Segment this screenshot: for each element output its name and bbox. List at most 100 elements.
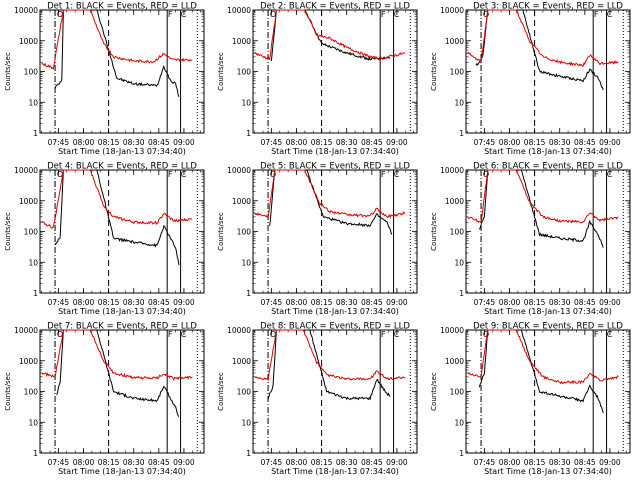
y-tick-label: 10000 bbox=[14, 326, 38, 335]
marker-letter: F bbox=[594, 330, 599, 339]
marker-letter: O bbox=[270, 10, 276, 19]
x-tick-label: 07:45 bbox=[48, 298, 70, 307]
series-black-line bbox=[270, 9, 391, 62]
x-tick-label: 08:45 bbox=[361, 458, 383, 467]
plot-panel: Det 5: BLACK = Events, RED = LLD 1 10 100 10… bbox=[217, 162, 418, 316]
x-tick-label: 07:45 bbox=[48, 138, 70, 147]
marker-letter: C bbox=[181, 170, 187, 179]
y-tick-label: 1 bbox=[246, 129, 251, 138]
y-tick-label: 10 bbox=[454, 258, 464, 267]
plot-panel: Det 3: BLACK = Events, RED = LLD 1 10 100 10… bbox=[430, 2, 631, 156]
x-tick-label: 08:45 bbox=[148, 298, 170, 307]
y-tick-label: 1 bbox=[459, 449, 464, 458]
marker-letter: F bbox=[594, 10, 599, 19]
marker-letter: C bbox=[607, 10, 613, 19]
x-tick-label: 08:00 bbox=[73, 138, 95, 147]
plot-title: Det 6: BLACK = Events, RED = LLD bbox=[473, 162, 623, 172]
x-axis-label: Start Time (18-Jan-13 07:34:40) bbox=[271, 147, 399, 156]
series-red-line bbox=[41, 9, 193, 70]
series-black-line bbox=[475, 9, 604, 91]
x-tick-label: 08:30 bbox=[123, 298, 145, 307]
x-tick-label: 08:15 bbox=[524, 298, 546, 307]
marker-letter: F bbox=[168, 10, 173, 19]
plot-frame bbox=[252, 169, 418, 294]
x-tick-label: 09:00 bbox=[386, 138, 408, 147]
x-tick-label: 08:30 bbox=[549, 298, 571, 307]
x-tick-label: 08:45 bbox=[361, 138, 383, 147]
x-tick-label: 09:00 bbox=[173, 298, 195, 307]
plot-frame bbox=[465, 329, 631, 454]
plot-frame bbox=[252, 329, 418, 454]
x-tick-label: 08:00 bbox=[499, 458, 521, 467]
x-tick-label: 09:00 bbox=[386, 298, 408, 307]
x-tick-label: 07:45 bbox=[261, 298, 283, 307]
x-tick-label: 08:00 bbox=[73, 458, 95, 467]
y-axis-label: Counts/sec bbox=[430, 212, 438, 251]
y-tick-label: 100 bbox=[450, 388, 465, 397]
plot-panel: Det 6: BLACK = Events, RED = LLD 1 10 100 10… bbox=[430, 162, 631, 316]
x-tick-label: 08:45 bbox=[148, 138, 170, 147]
x-tick-label: 08:45 bbox=[574, 298, 596, 307]
y-tick-label: 100 bbox=[24, 228, 39, 237]
plot-title: Det 3: BLACK = Events, RED = LLD bbox=[473, 2, 623, 12]
x-axis-label: Start Time (18-Jan-13 07:34:40) bbox=[58, 147, 186, 156]
x-tick-label: 08:00 bbox=[286, 138, 308, 147]
x-tick-label: 08:30 bbox=[549, 458, 571, 467]
x-tick-label: 07:45 bbox=[474, 458, 496, 467]
x-tick-label: 08:00 bbox=[499, 138, 521, 147]
series-red-line bbox=[254, 169, 406, 219]
plot-frame bbox=[39, 329, 205, 454]
marker-letter: O bbox=[483, 170, 489, 179]
marker-letter: C bbox=[607, 170, 613, 179]
marker-letter: C bbox=[394, 330, 400, 339]
y-axis-label: Counts/sec bbox=[430, 372, 438, 411]
series-black-line bbox=[478, 169, 604, 248]
marker-letter: C bbox=[607, 330, 613, 339]
marker-letter: O bbox=[270, 330, 276, 339]
x-tick-label: 08:45 bbox=[148, 458, 170, 467]
x-tick-label: 08:30 bbox=[123, 458, 145, 467]
x-tick-label: 08:15 bbox=[524, 458, 546, 467]
series-red-line bbox=[41, 329, 193, 381]
y-tick-label: 1 bbox=[33, 449, 38, 458]
y-tick-label: 100 bbox=[237, 68, 252, 77]
x-axis-label: Start Time (18-Jan-13 07:34:40) bbox=[271, 307, 399, 316]
marker-letter: C bbox=[394, 10, 400, 19]
y-tick-label: 1000 bbox=[445, 197, 464, 206]
x-axis-label: Start Time (18-Jan-13 07:34:40) bbox=[484, 147, 612, 156]
plot-title: Det 2: BLACK = Events, RED = LLD bbox=[260, 2, 410, 12]
marker-letter: O bbox=[57, 330, 63, 339]
plot-title: Det 8: BLACK = Events, RED = LLD bbox=[260, 322, 410, 332]
plot-title: Det 4: BLACK = Events, RED = LLD bbox=[47, 162, 197, 172]
marker-letter: F bbox=[381, 10, 386, 19]
x-tick-label: 08:15 bbox=[524, 138, 546, 147]
series-red-line bbox=[467, 169, 619, 225]
y-tick-label: 10000 bbox=[14, 166, 38, 175]
y-tick-label: 10 bbox=[241, 258, 251, 267]
x-tick-label: 08:15 bbox=[311, 298, 333, 307]
y-tick-label: 1 bbox=[33, 289, 38, 298]
y-axis-label: Counts/sec bbox=[4, 212, 12, 251]
y-tick-label: 1000 bbox=[232, 197, 251, 206]
x-tick-label: 07:45 bbox=[474, 138, 496, 147]
y-tick-label: 1000 bbox=[19, 357, 38, 366]
y-tick-label: 100 bbox=[237, 388, 252, 397]
plot-panel: Det 8: BLACK = Events, RED = LLD 1 10 100 10… bbox=[217, 322, 418, 476]
x-axis-label: Start Time (18-Jan-13 07:34:40) bbox=[58, 467, 186, 476]
y-axis-label: Counts/sec bbox=[217, 212, 225, 251]
marker-letter: O bbox=[57, 170, 63, 179]
plot-panel: Det 9: BLACK = Events, RED = LLD 1 10 100 10… bbox=[430, 322, 631, 476]
y-tick-label: 10000 bbox=[14, 6, 38, 15]
y-tick-label: 10 bbox=[28, 258, 38, 267]
marker-letter: F bbox=[381, 330, 386, 339]
series-black-line bbox=[478, 329, 604, 414]
x-axis-label: Start Time (18-Jan-13 07:34:40) bbox=[484, 467, 612, 476]
marker-letter: C bbox=[394, 170, 400, 179]
y-tick-label: 10 bbox=[241, 98, 251, 107]
x-tick-label: 07:45 bbox=[48, 458, 70, 467]
x-tick-label: 08:15 bbox=[98, 458, 120, 467]
y-tick-label: 100 bbox=[450, 228, 465, 237]
marker-letter: O bbox=[57, 10, 63, 19]
y-tick-label: 1000 bbox=[445, 37, 464, 46]
